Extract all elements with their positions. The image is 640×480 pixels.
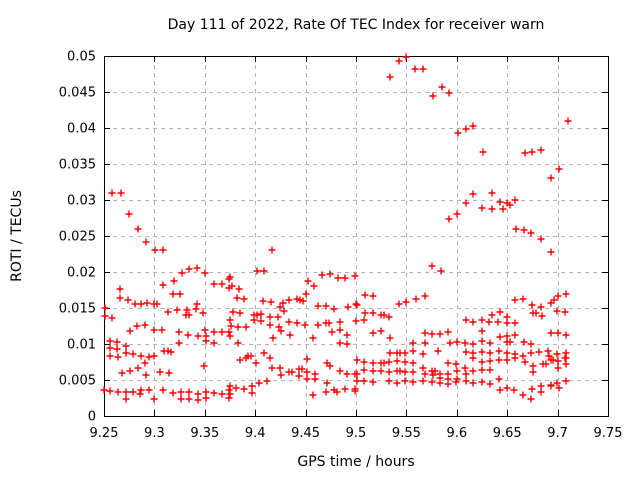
y-tick-label: 0.045 <box>59 86 96 101</box>
y-tick-label: 0.005 <box>59 374 96 389</box>
y-tick-label: 0.02 <box>67 266 96 281</box>
y-tick-label: 0.01 <box>67 338 96 353</box>
x-tick-label: 9.65 <box>493 426 522 441</box>
y-tick-label: 0.03 <box>67 194 96 209</box>
y-tick-label: 0.04 <box>67 122 96 137</box>
x-axis-label: GPS time / hours <box>297 454 415 470</box>
y-tick-label: 0 <box>88 410 96 425</box>
x-tick-label: 9.5 <box>346 426 367 441</box>
x-tick-label: 9.25 <box>90 426 119 441</box>
y-tick-label: 0.05 <box>67 50 96 65</box>
x-tick-label: 9.55 <box>392 426 421 441</box>
x-tick-label: 9.4 <box>245 426 266 441</box>
y-tick-label: 0.015 <box>59 302 96 317</box>
x-tick-label: 9.35 <box>190 426 219 441</box>
x-tick-label: 9.75 <box>594 426 623 441</box>
x-tick-label: 9.6 <box>446 426 467 441</box>
y-axis-label: ROTI / TECUs <box>9 190 25 282</box>
x-tick-label: 9.7 <box>547 426 568 441</box>
chart-title: Day 111 of 2022, Rate Of TEC Index for r… <box>167 17 545 33</box>
y-tick-label: 0.035 <box>59 158 96 173</box>
y-tick-label: 0.025 <box>59 230 96 245</box>
x-tick-label: 9.3 <box>144 426 165 441</box>
y-tick-labels: 0 0.005 0.01 0.015 0.02 0.025 0.03 0.035 0.04 0.0… <box>59 50 96 425</box>
axis-ticks <box>104 56 609 417</box>
x-tick-label: 9.45 <box>291 426 320 441</box>
x-tick-labels: 9.25 9.3 9.35 9.4 9.45 9.5 9.55 9.6 9.65 9.7 9.75 <box>90 426 623 441</box>
data-points <box>100 53 572 404</box>
grid-lines <box>105 57 607 415</box>
